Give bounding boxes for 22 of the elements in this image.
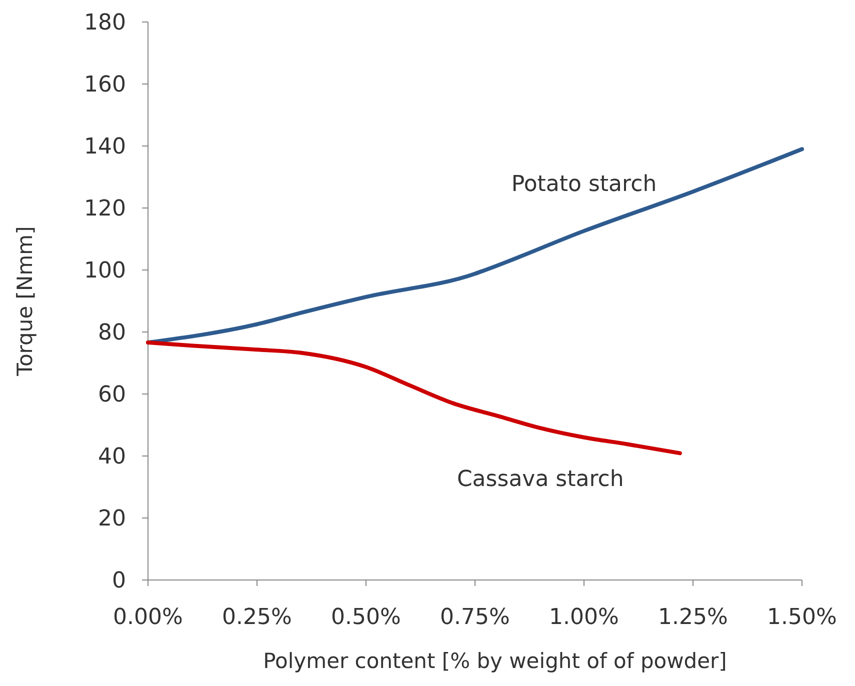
y-tick-label: 60 bbox=[98, 382, 126, 408]
x-axis-title: Polymer content [% by weight of of powder] bbox=[263, 649, 727, 673]
y-tick-label: 20 bbox=[98, 506, 126, 532]
x-tick-label: 0.50% bbox=[331, 605, 401, 630]
y-axis-title: Torque [Nmm] bbox=[13, 226, 37, 377]
line-series bbox=[146, 340, 682, 456]
x-tick-label: 0.00% bbox=[113, 605, 183, 630]
y-tick-label: 0 bbox=[112, 568, 126, 594]
y-tick-label: 40 bbox=[98, 444, 126, 470]
series-label: Potato starch bbox=[511, 172, 657, 197]
x-tick-label: 1.25% bbox=[658, 605, 728, 630]
y-tick-label: 120 bbox=[84, 196, 126, 222]
series-label: Cassava starch bbox=[456, 467, 624, 492]
y-tick-label: 140 bbox=[84, 134, 126, 160]
y-tick-label: 160 bbox=[84, 72, 126, 98]
y-tick-label: 100 bbox=[84, 258, 126, 284]
y-tick-label: 180 bbox=[84, 10, 126, 36]
x-tick-label: 1.50% bbox=[767, 605, 837, 630]
x-tick-label: 0.25% bbox=[222, 605, 292, 630]
y-tick-label: 80 bbox=[98, 320, 126, 346]
x-tick-label: 1.00% bbox=[549, 605, 619, 630]
x-tick-label: 0.75% bbox=[440, 605, 510, 630]
